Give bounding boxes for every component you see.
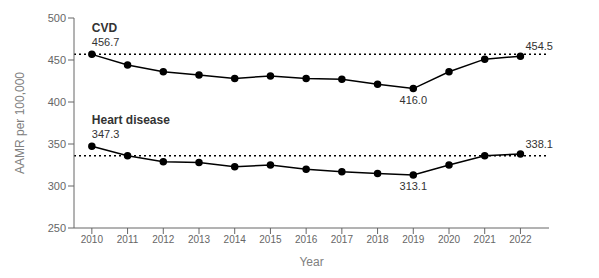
svg-text:2021: 2021	[474, 234, 497, 245]
svg-text:500: 500	[48, 12, 66, 24]
svg-text:454.5: 454.5	[525, 40, 553, 52]
svg-text:347.3: 347.3	[92, 128, 120, 140]
svg-text:2010: 2010	[81, 234, 104, 245]
svg-text:2011: 2011	[117, 234, 139, 245]
svg-text:313.1: 313.1	[400, 180, 428, 192]
svg-text:2016: 2016	[295, 234, 318, 245]
svg-text:Year: Year	[299, 255, 323, 269]
svg-text:250: 250	[48, 222, 66, 234]
svg-text:456.7: 456.7	[92, 36, 120, 48]
svg-text:338.1: 338.1	[525, 138, 553, 150]
svg-text:CVD: CVD	[92, 21, 118, 35]
svg-text:2020: 2020	[438, 234, 461, 245]
svg-text:2017: 2017	[331, 234, 354, 245]
svg-text:2012: 2012	[152, 234, 175, 245]
svg-text:2014: 2014	[224, 234, 247, 245]
svg-text:2018: 2018	[366, 234, 389, 245]
svg-text:300: 300	[48, 180, 66, 192]
svg-text:400: 400	[48, 96, 66, 108]
svg-text:2015: 2015	[259, 234, 282, 245]
svg-text:416.0: 416.0	[400, 94, 428, 106]
svg-text:2013: 2013	[188, 234, 211, 245]
svg-text:450: 450	[48, 54, 66, 66]
svg-text:350: 350	[48, 138, 66, 150]
svg-text:2019: 2019	[402, 234, 425, 245]
svg-text:AAMR per 100,000: AAMR per 100,000	[13, 72, 27, 174]
svg-text:2022: 2022	[509, 234, 532, 245]
svg-text:Heart disease: Heart disease	[92, 113, 170, 127]
